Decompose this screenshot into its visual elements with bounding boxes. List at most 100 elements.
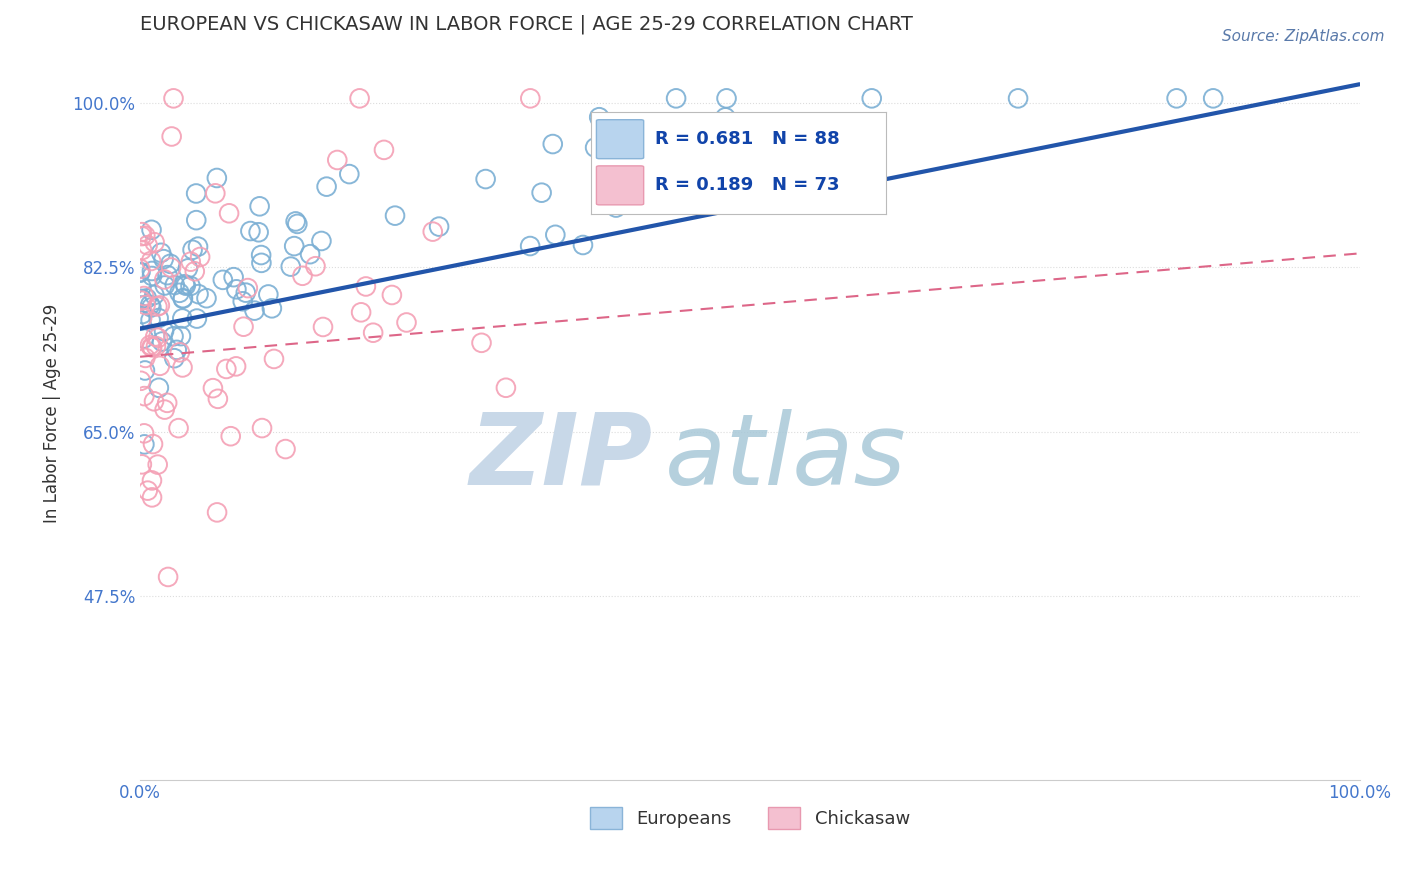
Point — [583, 140, 606, 154]
Point — [157, 570, 180, 584]
Point — [495, 381, 517, 395]
Point — [141, 474, 163, 488]
Point — [148, 311, 170, 326]
Point — [134, 228, 156, 243]
Point — [142, 437, 165, 451]
Point — [716, 91, 738, 105]
Point — [665, 91, 688, 105]
Point — [326, 153, 349, 167]
Point — [131, 229, 153, 244]
Point — [541, 136, 564, 151]
Point — [299, 247, 322, 261]
Point — [205, 171, 228, 186]
Point — [146, 458, 169, 472]
Point — [304, 259, 326, 273]
Point — [143, 235, 166, 250]
Point — [136, 483, 159, 498]
Point — [250, 421, 273, 435]
Point — [186, 186, 208, 201]
Point — [139, 313, 162, 327]
Point — [148, 381, 170, 395]
Point — [153, 278, 176, 293]
Point — [315, 179, 337, 194]
Point — [156, 268, 179, 282]
Point — [156, 396, 179, 410]
Point — [249, 199, 271, 213]
Text: EUROPEAN VS CHICKASAW IN LABOR FORCE | AGE 25-29 CORRELATION CHART: EUROPEAN VS CHICKASAW IN LABOR FORCE | A… — [141, 15, 912, 35]
Point — [160, 260, 183, 275]
Point — [180, 254, 202, 268]
Point — [350, 305, 373, 319]
Point — [134, 389, 156, 403]
Point — [274, 442, 297, 456]
Point — [174, 278, 197, 293]
Point — [207, 392, 229, 406]
Point — [141, 340, 163, 354]
Point — [205, 505, 228, 519]
Point — [131, 225, 153, 239]
Point — [184, 264, 207, 278]
Point — [131, 293, 153, 308]
Point — [143, 329, 166, 343]
Point — [136, 238, 159, 252]
Point — [605, 201, 627, 215]
Point — [159, 257, 181, 271]
Point — [173, 277, 195, 292]
Point — [188, 250, 211, 264]
Point — [186, 311, 208, 326]
Point — [373, 143, 395, 157]
Point — [235, 285, 257, 300]
Point — [381, 288, 404, 302]
Point — [169, 345, 191, 359]
Point — [247, 225, 270, 239]
Point — [544, 227, 567, 242]
Point — [218, 206, 240, 220]
Point — [225, 282, 247, 296]
Point — [132, 426, 155, 441]
Point — [215, 362, 238, 376]
Point — [1202, 91, 1225, 105]
Point — [152, 252, 174, 267]
Point — [135, 298, 157, 312]
Point — [204, 186, 226, 201]
Point — [349, 91, 371, 105]
Point — [187, 239, 209, 253]
Point — [291, 268, 314, 283]
Point — [187, 287, 209, 301]
Point — [530, 186, 553, 200]
Point — [143, 288, 166, 302]
Point — [149, 359, 172, 373]
Point — [139, 298, 162, 312]
Point — [181, 243, 204, 257]
Point — [135, 292, 157, 306]
Point — [160, 129, 183, 144]
Point — [129, 313, 152, 327]
Point — [225, 359, 247, 374]
Point — [150, 245, 173, 260]
Point — [134, 351, 156, 365]
Point — [219, 429, 242, 443]
Point — [280, 260, 302, 274]
Point — [354, 279, 377, 293]
Point — [236, 281, 259, 295]
Y-axis label: In Labor Force | Age 25-29: In Labor Force | Age 25-29 — [44, 303, 60, 523]
Point — [162, 91, 184, 105]
Point — [474, 172, 496, 186]
Point — [141, 301, 163, 315]
Point — [172, 292, 194, 306]
Point — [285, 217, 308, 231]
Point — [211, 273, 233, 287]
Point — [153, 402, 176, 417]
Point — [129, 265, 152, 279]
FancyBboxPatch shape — [596, 120, 644, 159]
Point — [172, 311, 194, 326]
Point — [222, 270, 245, 285]
Point — [167, 421, 190, 435]
Point — [860, 91, 883, 105]
Text: ZIP: ZIP — [470, 409, 652, 506]
Point — [572, 238, 595, 252]
Point — [470, 335, 492, 350]
Point — [162, 329, 184, 343]
Point — [149, 298, 172, 312]
Point — [141, 491, 163, 505]
